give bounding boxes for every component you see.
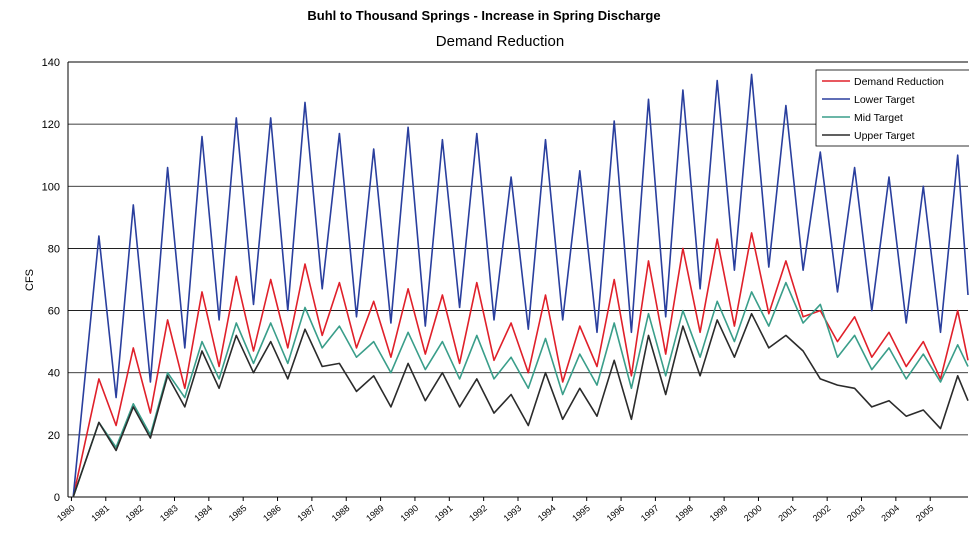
x-tick-label: 2003 bbox=[845, 503, 867, 524]
x-tick-label: 1995 bbox=[570, 503, 592, 524]
chart-subtitle: Demand Reduction bbox=[436, 33, 564, 50]
y-axis-label: CFS bbox=[24, 269, 36, 291]
x-tick-label: 1989 bbox=[364, 503, 386, 524]
x-tick-label: 1993 bbox=[502, 503, 524, 524]
legend-label: Lower Target bbox=[854, 94, 915, 106]
x-tick-label: 1984 bbox=[192, 503, 214, 524]
x-tick-label: 1991 bbox=[433, 503, 455, 524]
y-tick-label: 100 bbox=[42, 181, 60, 193]
y-tick-label: 140 bbox=[42, 57, 60, 69]
x-tick-label: 1997 bbox=[639, 503, 661, 524]
y-tick-label: 0 bbox=[54, 492, 60, 504]
x-tick-label: 2002 bbox=[811, 503, 833, 524]
x-tick-label: 1986 bbox=[261, 503, 283, 524]
y-tick-label: 60 bbox=[48, 306, 60, 318]
x-tick-label: 1982 bbox=[124, 503, 146, 524]
y-tick-label: 80 bbox=[48, 243, 60, 255]
legend-box bbox=[815, 69, 969, 147]
y-tick-label: 40 bbox=[48, 368, 60, 380]
y-tick-label: 120 bbox=[42, 119, 60, 131]
legend-label: Mid Target bbox=[854, 112, 903, 124]
x-tick-label: 2000 bbox=[742, 503, 764, 524]
x-tick-label: 1987 bbox=[295, 503, 317, 524]
x-tick-label: 1981 bbox=[89, 503, 111, 524]
series-line bbox=[72, 281, 969, 498]
x-tick-label: 2005 bbox=[914, 503, 936, 524]
x-tick-label: 1999 bbox=[708, 503, 730, 524]
x-tick-label: 1996 bbox=[605, 503, 627, 524]
x-tick-label: 1985 bbox=[227, 503, 249, 524]
legend-label: Demand Reduction bbox=[854, 76, 944, 88]
x-tick-label: 2001 bbox=[776, 503, 798, 524]
x-tick-label: 1988 bbox=[330, 503, 352, 524]
y-tick-label: 20 bbox=[48, 430, 60, 442]
x-tick-label: 1980 bbox=[55, 503, 77, 524]
x-tick-label: 2004 bbox=[879, 503, 901, 524]
series-line bbox=[72, 232, 969, 498]
chart-title: Buhl to Thousand Springs - Increase in S… bbox=[307, 8, 660, 23]
legend-label: Upper Target bbox=[854, 130, 915, 142]
x-tick-label: 1994 bbox=[536, 503, 558, 524]
x-tick-label: 1990 bbox=[398, 503, 420, 524]
x-tick-label: 1983 bbox=[158, 503, 180, 524]
series-line bbox=[72, 312, 969, 498]
x-tick-label: 1992 bbox=[467, 503, 489, 524]
series-line bbox=[72, 73, 969, 498]
x-tick-label: 1998 bbox=[673, 503, 695, 524]
